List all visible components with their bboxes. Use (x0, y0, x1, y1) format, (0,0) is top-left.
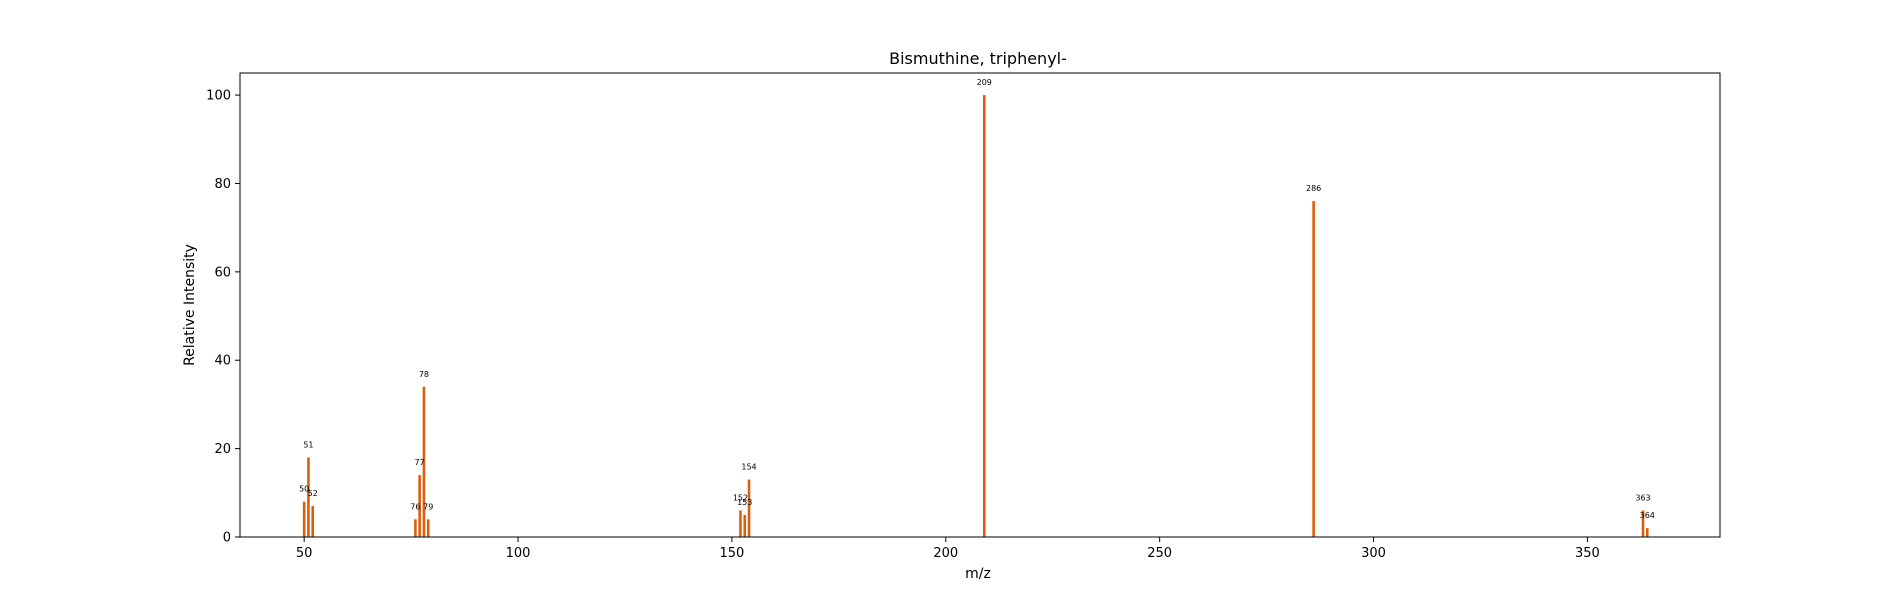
peak-bar-209 (982, 95, 986, 537)
chart-title: Bismuthine, triphenyl- (889, 49, 1067, 68)
peak-label-364: 364 (1640, 511, 1655, 520)
peak-bar-79 (426, 519, 430, 537)
peak-bar-52 (311, 506, 315, 537)
y-tick-label-60: 60 (214, 265, 231, 280)
y-axis-label: Relative Intensity (182, 244, 198, 366)
y-tick-label-80: 80 (214, 177, 231, 192)
peak-bar-152 (739, 510, 742, 537)
peak-bar-154 (747, 479, 751, 537)
peak-label-363: 363 (1635, 493, 1650, 502)
peak-label-50: 50 (299, 485, 309, 494)
spectrum-bars (302, 95, 1649, 537)
peak-bar-77 (418, 475, 421, 537)
x-tick-label-150: 150 (719, 546, 744, 561)
x-tick-label-200: 200 (933, 546, 958, 561)
x-tick-label-100: 100 (506, 546, 531, 561)
x-tick-label-300: 300 (1361, 546, 1386, 561)
peak-label-78: 78 (419, 370, 429, 379)
peak-bar-363 (1641, 510, 1645, 537)
peak-label-76: 76 (410, 502, 420, 511)
peak-bar-51 (307, 457, 310, 537)
peak-bar-364 (1645, 528, 1649, 537)
y-tick-label-0: 0 (223, 531, 231, 546)
y-tick-label-100: 100 (206, 89, 231, 104)
peak-bar-76 (414, 519, 417, 537)
x-axis-label: m/z (965, 566, 991, 582)
peak-label-209: 209 (977, 78, 992, 87)
x-tick-label-250: 250 (1147, 546, 1172, 561)
peak-bar-50 (302, 501, 306, 537)
y-tick-label-20: 20 (214, 442, 231, 457)
peak-label-51: 51 (303, 440, 313, 449)
y-axis-ticks: 0 20 40 60 80 100 (206, 89, 240, 546)
peak-label-286: 286 (1306, 184, 1321, 193)
peak-label-79: 79 (423, 502, 433, 511)
x-axis-ticks: 50 100 150 200 250 300 350 (296, 537, 1600, 561)
peak-label-52: 52 (308, 489, 318, 498)
peak-label-154: 154 (741, 463, 756, 472)
x-tick-label-350: 350 (1575, 546, 1600, 561)
peak-label-152: 152 (733, 493, 748, 502)
plot-area-frame (239, 72, 1721, 538)
peak-label-153: 153 (737, 498, 752, 507)
y-tick-label-40: 40 (214, 354, 231, 369)
x-tick-label-50: 50 (296, 546, 313, 561)
peak-label-77: 77 (415, 458, 425, 467)
peak-bar-286 (1312, 201, 1315, 537)
peak-bar-78 (422, 386, 426, 537)
peak-bar-153 (743, 514, 747, 537)
